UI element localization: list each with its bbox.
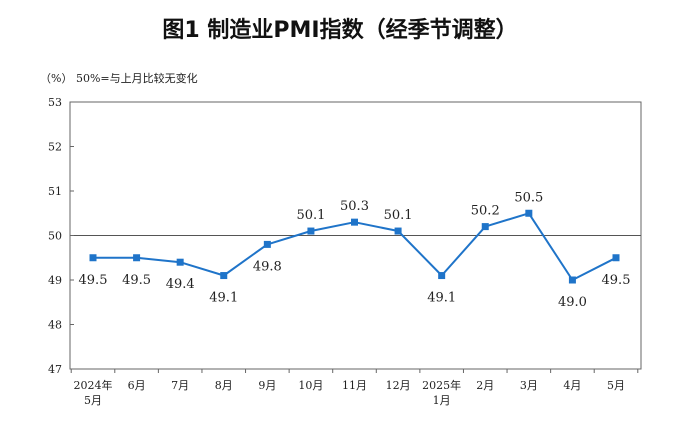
data-label: 50.1 — [384, 208, 413, 223]
data-point-marker — [612, 254, 620, 262]
data-point-marker — [568, 276, 576, 284]
x-axis: 2024年 5月 6月 7月 8月 9月 10月 11月 12月 2025年 1月 2月 3月 4月 5月 — [70, 369, 639, 407]
data-label: 50.3 — [340, 199, 369, 214]
series-layer — [89, 209, 620, 284]
data-label: 49.4 — [166, 277, 195, 292]
x-tick-label: 9月 — [258, 379, 276, 392]
data-label: 50.1 — [296, 208, 325, 223]
x-tick-label: 5月 — [607, 379, 625, 392]
y-tick-label: 49 — [48, 274, 62, 287]
x-tick-label: 8月 — [215, 379, 233, 392]
data-label: 49.5 — [79, 273, 108, 288]
y-tick-label: 51 — [48, 185, 62, 198]
data-label: 49.5 — [602, 273, 631, 288]
data-point-marker — [176, 258, 184, 266]
data-label: 49.1 — [209, 291, 238, 306]
x-tick-label: 11月 — [342, 379, 367, 392]
x-tick-label: 2月 — [476, 379, 494, 392]
data-point-marker — [220, 272, 228, 280]
data-label: 49.0 — [558, 295, 587, 310]
data-label: 49.5 — [122, 273, 151, 288]
y-tick-label: 48 — [48, 319, 62, 332]
y-tick-label: 50 — [48, 230, 62, 243]
data-point-marker — [263, 240, 271, 248]
data-point-marker — [351, 218, 358, 226]
data-point-marker — [89, 254, 97, 262]
x-tick-label: 3月 — [520, 379, 538, 392]
y-tick-label: 47 — [48, 363, 62, 376]
chart-title: 图1 制造业PMI指数（经季节调整） — [162, 18, 518, 43]
x-tick-label: 12月 — [386, 379, 411, 392]
data-point-marker — [438, 272, 446, 280]
y-tick-label: 52 — [48, 141, 62, 154]
data-point-marker — [133, 254, 141, 262]
data-point-marker — [394, 227, 402, 235]
unit-note: （%） 50%=与上月比较无变化 — [40, 72, 198, 85]
x-tick-label: 2025年 — [422, 378, 461, 392]
data-label: 49.1 — [427, 291, 456, 306]
y-axis: 47 48 49 50 51 52 53 — [48, 96, 74, 376]
x-tick-label: 1月 — [433, 394, 451, 407]
data-label: 49.8 — [253, 259, 282, 274]
x-tick-label: 4月 — [563, 379, 581, 392]
data-label-layer: 49.5 49.5 49.4 49.1 49.8 50.1 50.3 50.1 49.1 50.2… — [79, 190, 631, 310]
x-tick-label: 7月 — [171, 379, 189, 392]
x-tick-label: 6月 — [128, 379, 146, 392]
x-tick-label: 10月 — [298, 379, 323, 392]
data-point-marker — [481, 223, 489, 231]
x-tick-label: 5月 — [84, 394, 102, 407]
data-point-marker — [307, 227, 315, 235]
x-tick-label: 2024年 — [74, 378, 113, 392]
y-tick-label: 53 — [48, 96, 62, 109]
data-point-marker — [525, 209, 533, 217]
data-label: 50.2 — [471, 204, 500, 219]
data-label: 50.5 — [514, 190, 543, 205]
